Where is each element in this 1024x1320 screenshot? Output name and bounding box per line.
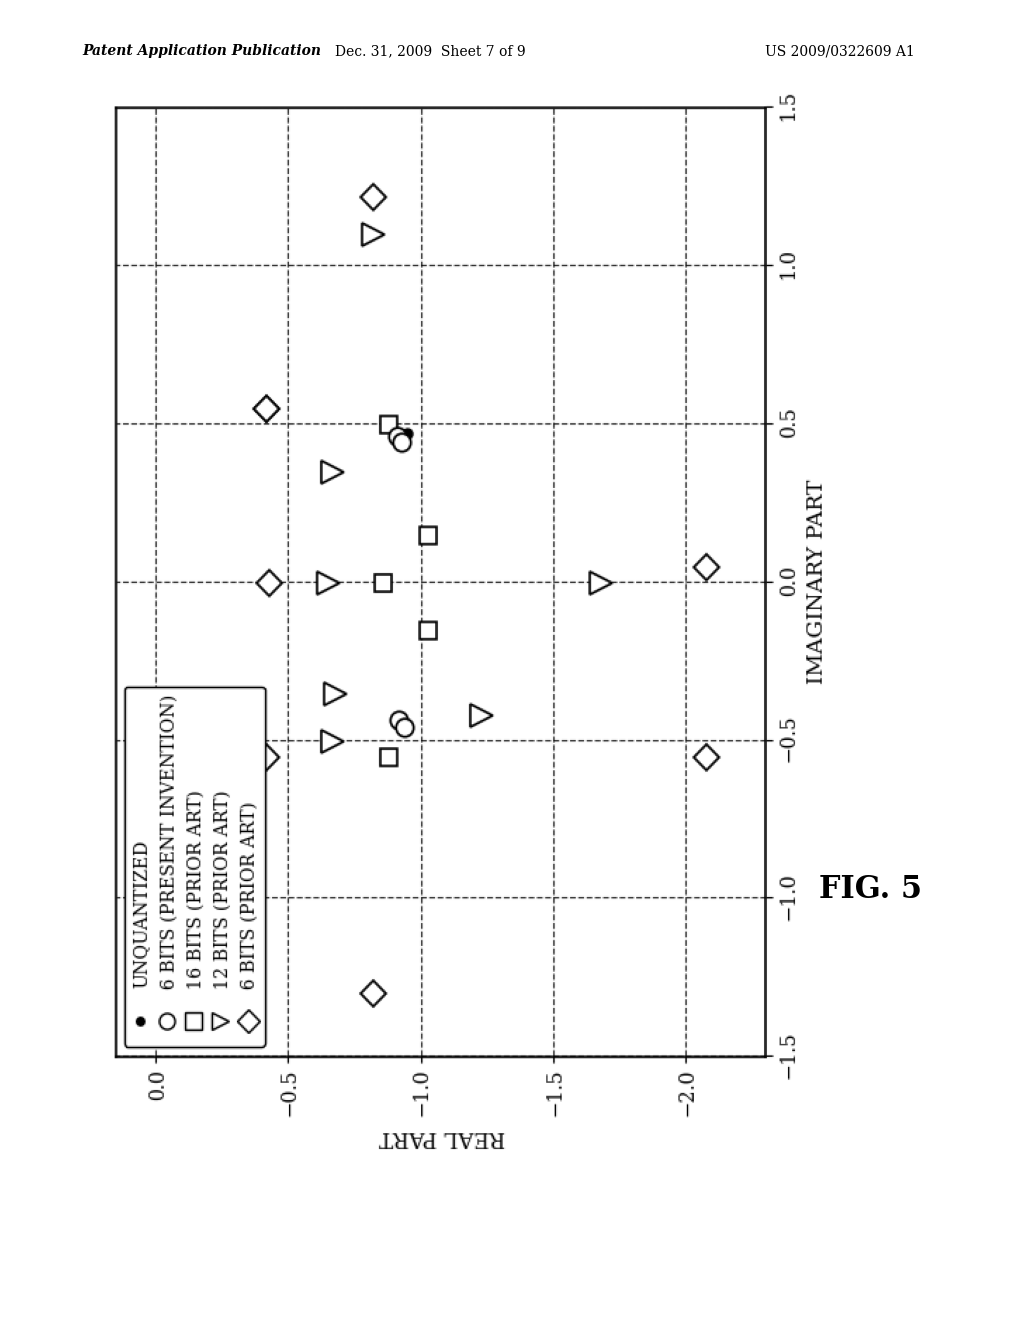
Text: US 2009/0322609 A1: US 2009/0322609 A1: [765, 45, 914, 58]
Text: Patent Application Publication: Patent Application Publication: [82, 45, 321, 58]
Text: Dec. 31, 2009  Sheet 7 of 9: Dec. 31, 2009 Sheet 7 of 9: [335, 45, 525, 58]
Text: FIG. 5: FIG. 5: [819, 874, 922, 904]
